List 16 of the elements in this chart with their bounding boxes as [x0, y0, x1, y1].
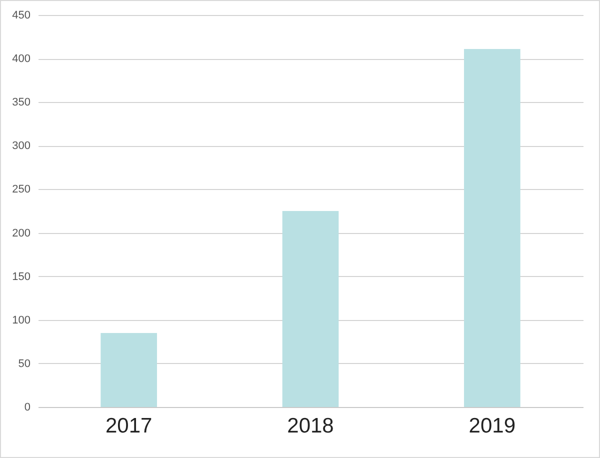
y-tick-label: 450: [12, 10, 30, 22]
y-tick-label: 300: [12, 140, 30, 152]
bar: [100, 332, 157, 407]
y-tick-label: 150: [12, 270, 30, 283]
y-tick-label: 50: [18, 358, 30, 370]
x-tick-label: 2017: [105, 414, 152, 438]
y-tick-label: 100: [12, 314, 30, 326]
y-tick-label: 250: [12, 184, 30, 196]
x-tick-label: 2018: [287, 414, 334, 438]
bar: [282, 211, 339, 407]
x-tick-label: 2019: [468, 414, 516, 438]
y-tick-label: 0: [24, 402, 30, 414]
y-tick-label: 400: [12, 53, 30, 66]
bar: [464, 48, 520, 407]
y-tick-label: 200: [12, 227, 30, 240]
y-tick-label: 350: [12, 96, 30, 109]
